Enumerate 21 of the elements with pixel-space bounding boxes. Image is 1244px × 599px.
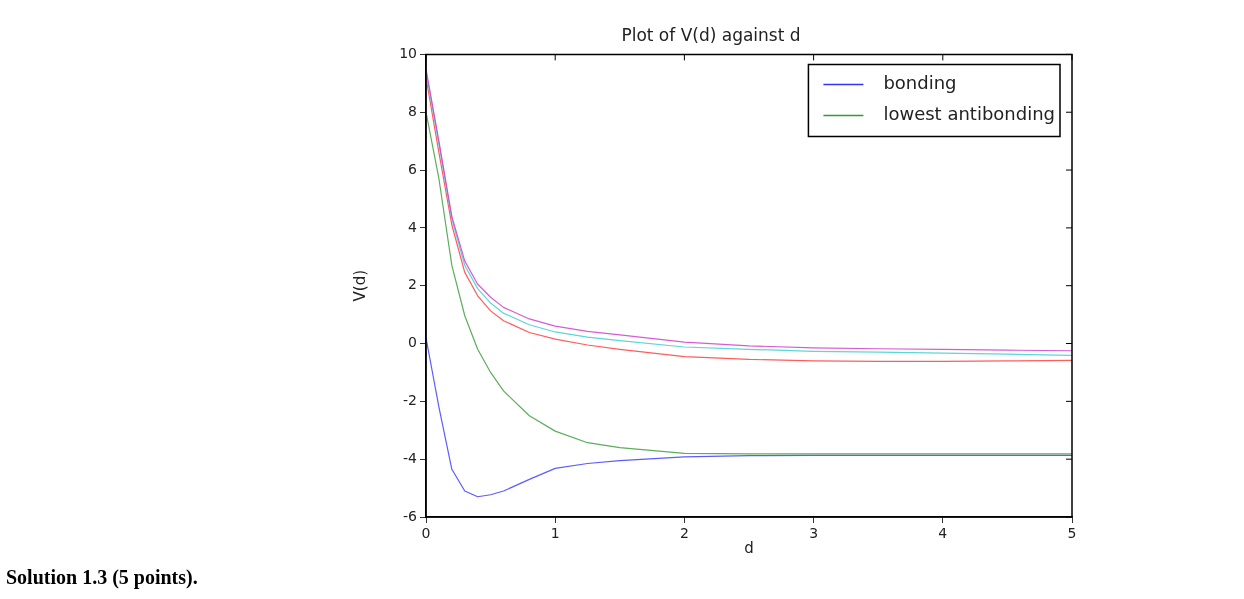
y-tick-label: 10 <box>399 45 417 62</box>
y-tick-label: 2 <box>408 276 417 293</box>
legend-label: lowest antibonding <box>883 103 1056 125</box>
x-tick-label: 1 <box>550 525 560 542</box>
y-tick-label: -6 <box>403 507 418 524</box>
y-tick-label: 4 <box>408 218 418 235</box>
x-tick-label: 3 <box>809 525 819 542</box>
x-tick-label: 4 <box>938 525 948 542</box>
y-tick-label: 0 <box>408 334 417 351</box>
y-tick-label: 6 <box>408 160 418 177</box>
y-tick-label: -4 <box>403 449 418 466</box>
x-tick-label: 2 <box>679 525 689 542</box>
x-axis-title: d <box>744 538 754 557</box>
x-tick-label: 0 <box>421 525 431 542</box>
x-tick-label: 5 <box>1067 525 1077 542</box>
y-axis-title: V(d) <box>350 269 369 302</box>
y-tick-label: -2 <box>403 391 417 408</box>
chart-title: Plot of V(d) against d <box>621 24 801 45</box>
y-tick-label: 8 <box>408 102 417 119</box>
legend-label: bonding <box>883 72 957 94</box>
text: Solution 1.3 (5 points). <box>6 566 198 589</box>
